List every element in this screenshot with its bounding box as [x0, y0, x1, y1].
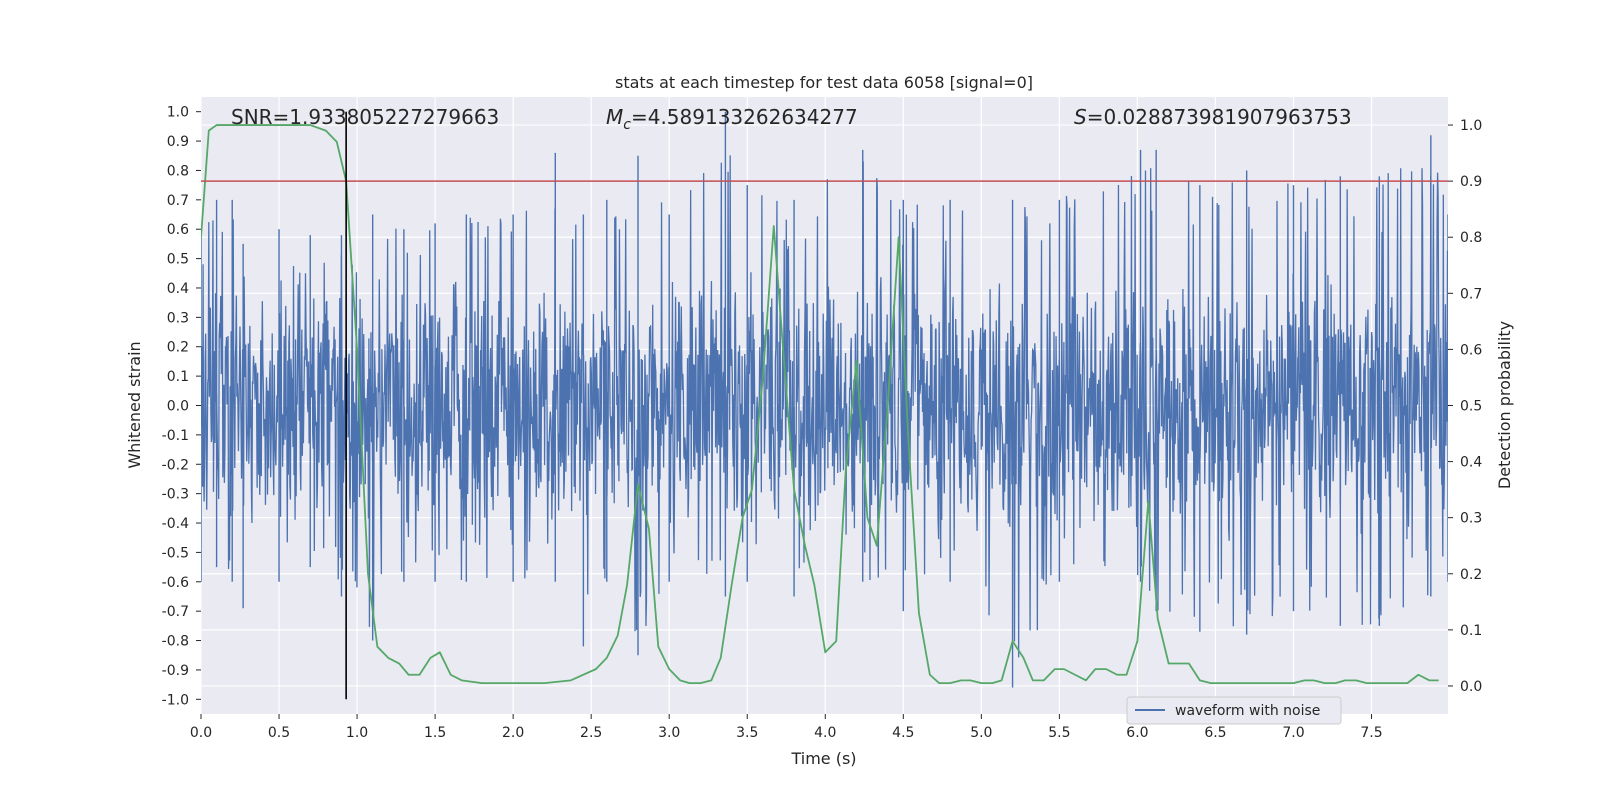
- x-tick-label: 0.0: [190, 725, 212, 741]
- x-axis-label: Time (s): [790, 749, 856, 768]
- y-tick-label: -1.0: [162, 692, 189, 708]
- series-waveform-with-noise: [201, 111, 1448, 688]
- x-tick-label: 4.5: [892, 725, 914, 741]
- chart-title: stats at each timestep for test data 605…: [615, 73, 1033, 92]
- y2-tick-label: 0.5: [1460, 399, 1482, 415]
- x-tick-label: 1.5: [424, 725, 446, 741]
- y-tick-label: -0.9: [162, 663, 189, 679]
- x-tick-label: 2.0: [502, 725, 524, 741]
- y-tick-label: 0.4: [167, 281, 189, 297]
- y-tick-label: -0.8: [162, 634, 189, 650]
- s-annotation: S=0.028873981907963753: [1074, 105, 1352, 129]
- y2-tick-label: 0.0: [1460, 679, 1482, 695]
- y2-tick-label: 0.1: [1460, 623, 1482, 639]
- detection-probability-line: [201, 124, 1439, 685]
- y2-tick-label: 0.2: [1460, 567, 1482, 583]
- y-tick-label: 0.8: [167, 163, 189, 179]
- y-tick-label: -0.7: [162, 604, 189, 620]
- y-tick-label: 0.0: [167, 399, 189, 415]
- mc-symbol: M: [606, 105, 623, 129]
- mc-value: =4.589133262634277: [631, 105, 858, 129]
- x-tick-label: 3.5: [736, 725, 758, 741]
- y2-tick-label: 1.0: [1460, 118, 1482, 134]
- y-tick-label: -0.2: [162, 457, 189, 473]
- x-tick-label: 0.5: [268, 725, 290, 741]
- y2-tick-label: 0.3: [1460, 511, 1482, 527]
- y-tick-label: 0.3: [167, 310, 189, 326]
- y2-tick-label: 0.4: [1460, 455, 1482, 471]
- snr-annotation: SNR=1.933805227279663: [231, 105, 499, 129]
- overlay-lines: [201, 111, 1448, 700]
- y-axis-right-label: Detection probability: [1495, 321, 1514, 489]
- y-tick-label: 1.0: [167, 105, 189, 121]
- y-tick-label: -0.1: [162, 428, 189, 444]
- x-tick-label: 6.0: [1126, 725, 1148, 741]
- y2-tick-label: 0.6: [1460, 342, 1482, 358]
- x-tick-label: 2.5: [580, 725, 602, 741]
- series-detection-probability: [201, 124, 1439, 685]
- y-tick-label: -0.4: [162, 516, 189, 532]
- x-tick-label: 4.0: [814, 725, 836, 741]
- mc-annotation: Mc=4.589133262634277: [606, 105, 858, 133]
- y-tick-label: 0.6: [167, 222, 189, 238]
- x-tick-label: 7.5: [1360, 725, 1382, 741]
- x-tick-label: 5.5: [1048, 725, 1070, 741]
- y-tick-label: -0.3: [162, 487, 189, 503]
- x-tick-label: 3.0: [658, 725, 680, 741]
- y-tick-label: 0.5: [167, 252, 189, 268]
- s-value: =0.028873981907963753: [1087, 105, 1352, 129]
- y2-tick-label: 0.9: [1460, 174, 1482, 190]
- waveform-line: [201, 155, 1448, 658]
- y-tick-label: 0.7: [167, 193, 189, 209]
- s-symbol: S: [1074, 105, 1087, 129]
- y-tick-label: -0.5: [162, 545, 189, 561]
- y-axis-right-ticks: 0.0 0.1 0.2 0.3 0.4 0.5 0.6 0.7 0.8 0.9 1.0: [1448, 118, 1482, 695]
- legend-entry-waveform: waveform with noise: [1175, 703, 1320, 719]
- legend: waveform with noise: [1126, 696, 1342, 725]
- y-tick-label: 0.9: [167, 134, 189, 150]
- x-tick-label: 6.5: [1204, 725, 1226, 741]
- x-tick-label: 5.0: [970, 725, 992, 741]
- y-tick-label: -0.6: [162, 575, 189, 591]
- x-tick-label: 7.0: [1282, 725, 1304, 741]
- mc-subscript: c: [623, 117, 631, 133]
- y-tick-label: 0.2: [167, 340, 189, 356]
- y-axis-left-ticks: -1.0 -0.9 -0.8 -0.7 -0.6 -0.5 -0.4 -0.3 -0.2 -0.1…: [162, 105, 201, 708]
- y-tick-label: 0.1: [167, 369, 189, 385]
- x-axis-ticks: 0.0 0.5 1.0 1.5 2.0 2.5 3.0 3.5 4.0 4.5 5.0 5.5 6.0 6…: [190, 714, 1383, 741]
- y2-tick-label: 0.8: [1460, 230, 1482, 246]
- x-tick-label: 1.0: [346, 725, 368, 741]
- y2-tick-label: 0.7: [1460, 286, 1482, 302]
- y-axis-left-label: Whitened strain: [125, 341, 144, 468]
- legend-box: [1126, 696, 1342, 725]
